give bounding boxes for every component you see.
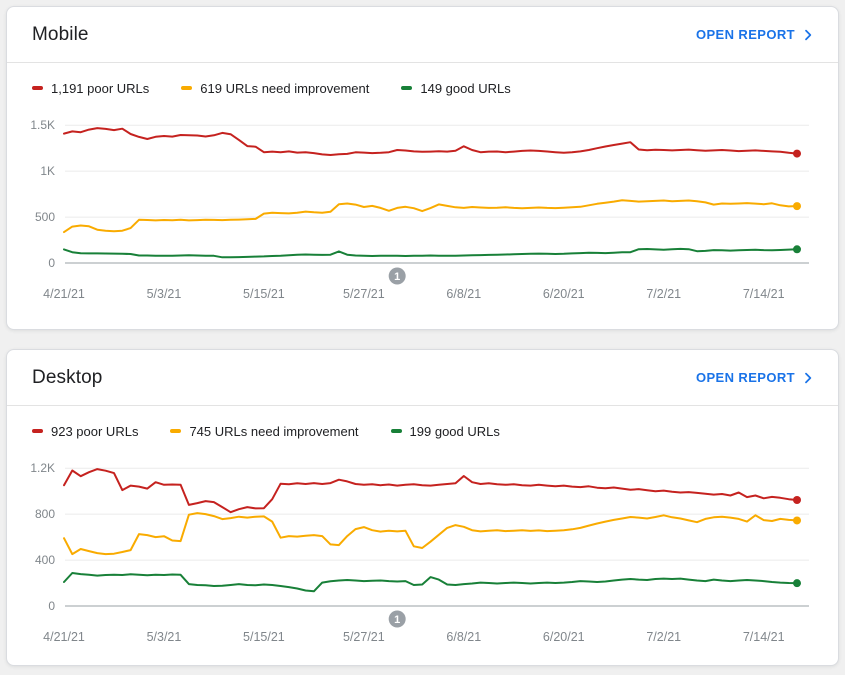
poor-swatch-icon	[32, 86, 43, 90]
x-tick-label: 4/21/21	[43, 287, 85, 301]
good-series-end-dot[interactable]	[793, 245, 801, 254]
legend-label-good: 149 good URLs	[420, 80, 511, 96]
y-tick-label: 1.5K	[30, 118, 55, 132]
legend-desktop: 923 poor URLs 745 URLs need improvement …	[7, 406, 838, 442]
desktop-card: Desktop OPEN REPORT 923 poor URLs 745 UR…	[6, 349, 839, 666]
open-report-label: OPEN REPORT	[695, 27, 795, 42]
legend-mobile: 1,191 poor URLs 619 URLs need improvemen…	[7, 63, 838, 99]
desktop-card-header: Desktop OPEN REPORT	[7, 350, 838, 406]
mobile-cwv-chart: 0 500 1K 1.5K 4/21/21 5/3/21 5/15/21 5/27/21 6/8…	[30, 118, 809, 301]
card-title-desktop: Desktop	[32, 366, 103, 388]
x-tick-label: 7/2/21	[646, 287, 681, 301]
legend-item-poor: 1,191 poor URLs	[32, 81, 149, 96]
needs-improvement-series-line	[63, 199, 798, 234]
desktop-chart: 0 400 800 1.2K 4/21/21 5/3/21 5/15/21 5/27/21 6/…	[7, 442, 838, 656]
mobile-chart: 0 500 1K 1.5K 4/21/21 5/3/21 5/15/21 5/27/21 6/8…	[7, 99, 838, 313]
x-tick-label: 5/3/21	[147, 630, 182, 644]
legend-label-poor: 1,191 poor URLs	[51, 80, 150, 96]
good-swatch-icon	[401, 86, 413, 90]
needs-improvement-swatch-icon	[170, 429, 182, 433]
annotation-marker-circle[interactable]	[388, 267, 406, 285]
legend-item-needs-improvement: 745 URLs need improvement	[170, 423, 359, 439]
desktop-cwv-chart: 0 400 800 1.2K 4/21/21 5/3/21 5/15/21 5/27/21 6/…	[30, 461, 809, 644]
annotation-marker-label: 1	[394, 614, 400, 626]
x-tick-label: 5/3/21	[147, 287, 182, 301]
poor-series-end-dot[interactable]	[793, 149, 801, 158]
y-tick-label: 500	[35, 210, 55, 224]
x-tick-label: 5/15/21	[243, 630, 285, 644]
x-tick-label: 6/20/21	[543, 630, 585, 644]
open-report-link-desktop[interactable]: OPEN REPORT	[696, 370, 816, 386]
poor-swatch-icon	[32, 429, 43, 433]
open-report-link-mobile[interactable]: OPEN REPORT	[696, 27, 816, 43]
needs-improvement-series-end-dot[interactable]	[793, 202, 801, 211]
needs-improvement-series-end-dot[interactable]	[793, 516, 801, 525]
legend-item-needs-improvement: 619 URLs need improvement	[181, 81, 369, 96]
x-tick-label: 6/20/21	[543, 287, 585, 301]
open-report-label: OPEN REPORT	[695, 370, 795, 385]
y-tick-label: 0	[48, 599, 55, 613]
card-title-mobile: Mobile	[32, 23, 89, 45]
good-series-line	[63, 247, 798, 259]
x-tick-label: 6/8/21	[446, 630, 481, 644]
legend-item-good: 149 good URLs	[401, 80, 511, 96]
x-tick-label: 5/27/21	[343, 287, 385, 301]
good-series-end-dot[interactable]	[793, 579, 801, 588]
x-tick-label: 6/8/21	[446, 287, 481, 301]
x-tick-label: 5/15/21	[243, 287, 285, 301]
mobile-card-header: Mobile OPEN REPORT	[7, 7, 838, 63]
annotation-marker-circle[interactable]	[388, 610, 406, 628]
needs-improvement-swatch-icon	[181, 86, 193, 90]
y-tick-label: 1.2K	[30, 461, 55, 475]
legend-item-good: 199 good URLs	[390, 423, 500, 439]
legend-label-poor: 923 poor URLs	[51, 423, 139, 439]
x-tick-label: 7/14/21	[743, 630, 785, 644]
annotation-marker[interactable]: 1	[388, 610, 406, 628]
y-tick-label: 400	[35, 553, 55, 567]
poor-series-end-dot[interactable]	[793, 495, 801, 504]
x-tick-label: 7/14/21	[743, 287, 785, 301]
x-tick-label: 7/2/21	[646, 630, 681, 644]
annotation-marker-label: 1	[394, 271, 400, 283]
legend-label-needs-improvement: 745 URLs need improvement	[189, 423, 359, 439]
legend-label-needs-improvement: 619 URLs need improvement	[200, 80, 370, 96]
chevron-right-icon	[805, 372, 812, 383]
legend-label-good: 199 good URLs	[409, 423, 500, 439]
good-series-line	[63, 572, 798, 593]
poor-series-line	[63, 468, 798, 514]
mobile-card: Mobile OPEN REPORT 1,191 poor URLs 619 U…	[6, 6, 839, 330]
y-tick-label: 1K	[40, 164, 55, 178]
needs-improvement-series-line	[63, 512, 798, 556]
x-tick-label: 4/21/21	[43, 630, 85, 644]
y-tick-label: 0	[48, 256, 55, 270]
legend-item-poor: 923 poor URLs	[32, 424, 138, 439]
good-swatch-icon	[390, 429, 402, 433]
x-tick-label: 5/27/21	[343, 630, 385, 644]
annotation-marker[interactable]: 1	[388, 267, 406, 285]
y-tick-label: 800	[35, 507, 55, 521]
poor-series-line	[63, 127, 798, 156]
chevron-right-icon	[805, 29, 812, 40]
